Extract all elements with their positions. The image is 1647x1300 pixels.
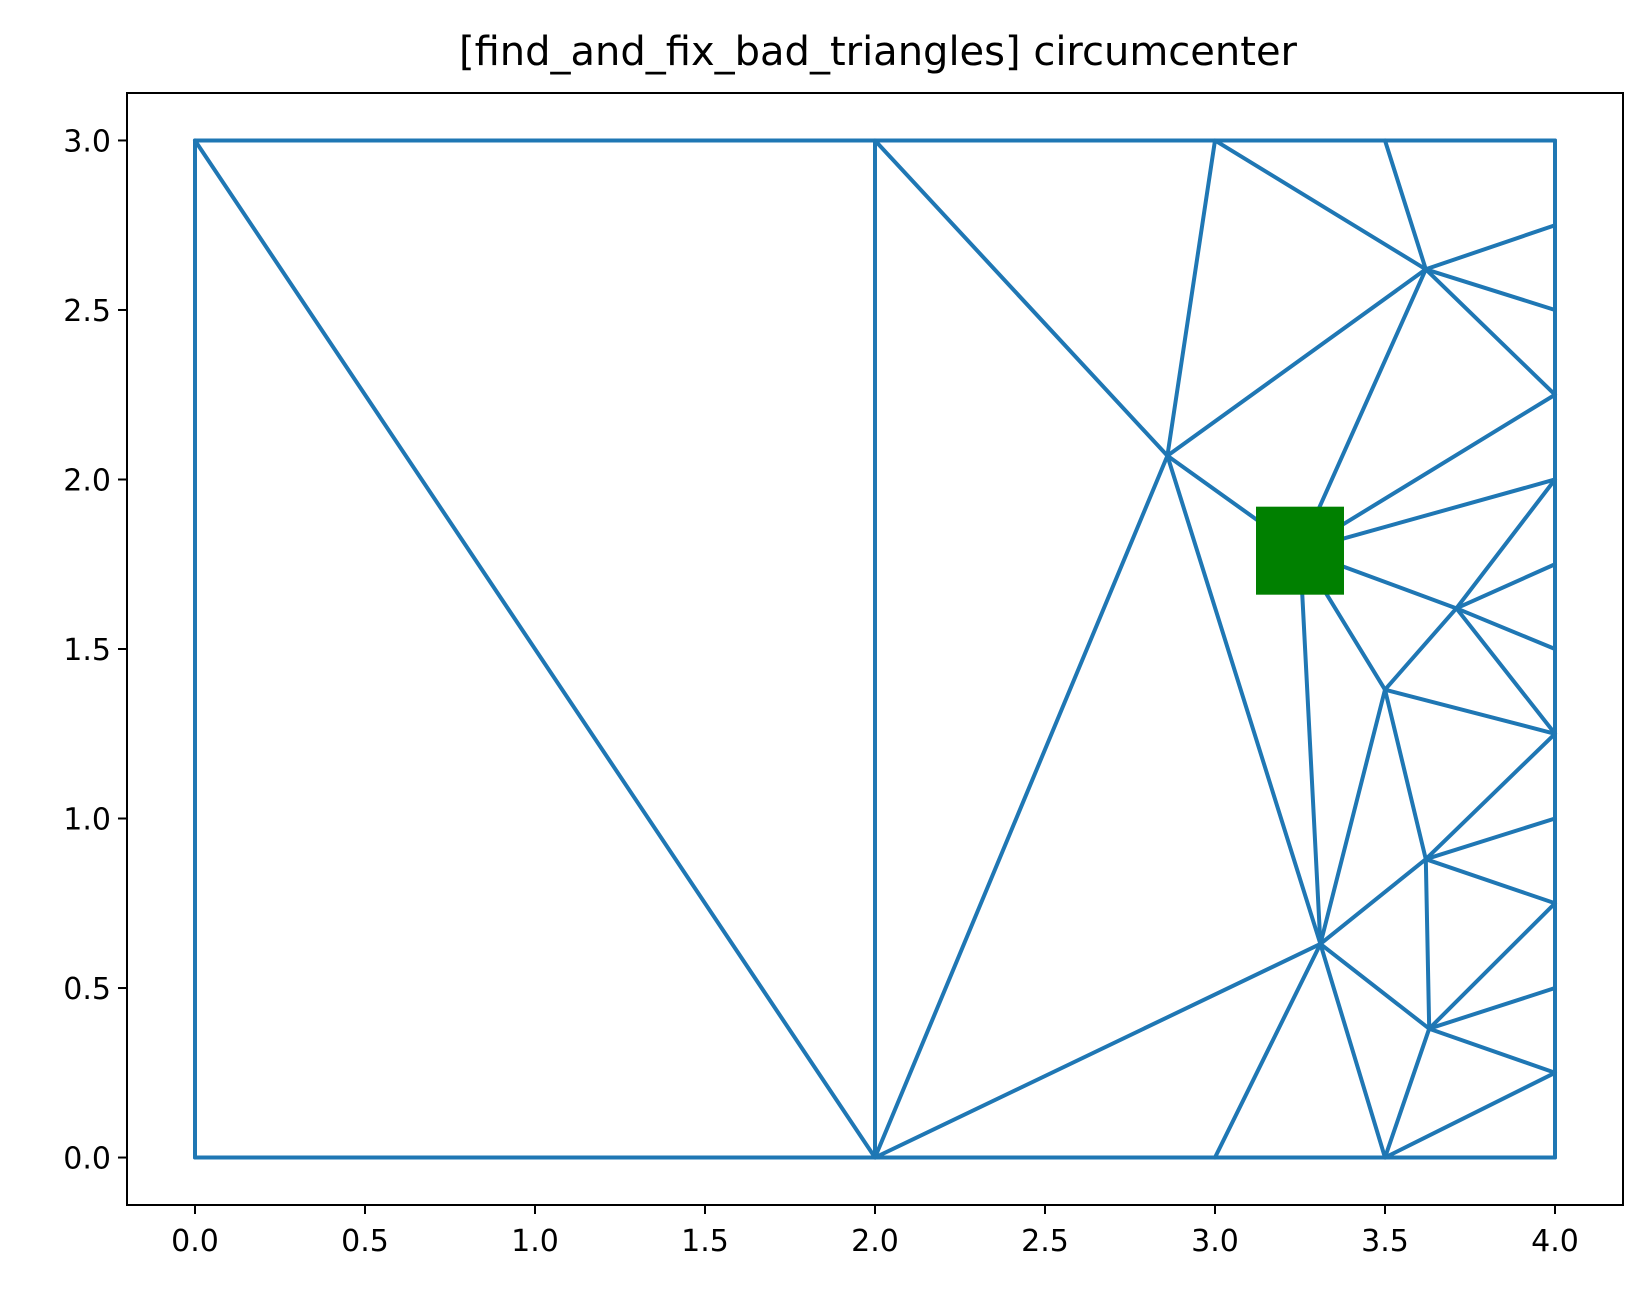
- mesh-edge-53: [873, 941, 1323, 1160]
- mesh-edge-41: [1454, 562, 1557, 611]
- mesh-edge-28: [1423, 223, 1557, 272]
- mesh-edge-60: [1383, 1026, 1432, 1160]
- y-tick-label-2: 1.0: [63, 803, 111, 838]
- x-axis: 0.0 0.5 1.0 1.5 2.0 2.5 3.0 3.5 4.0: [171, 1205, 1579, 1259]
- mesh-edge-38: [1298, 548, 1323, 946]
- mesh-edge-33: [1298, 267, 1428, 553]
- mesh-edge-61: [1383, 1070, 1557, 1160]
- mesh-layer: [193, 138, 1557, 1160]
- x-tick-label-5: 2.5: [1021, 1224, 1069, 1259]
- mesh-edge-46: [1318, 687, 1387, 946]
- mesh-edge-52: [1318, 857, 1428, 946]
- x-tick-label-4: 2.0: [851, 1224, 899, 1259]
- y-tick-label-4: 2.0: [63, 463, 111, 498]
- x-tick-label-6: 3.0: [1191, 1224, 1239, 1259]
- mesh-edge-55: [1318, 941, 1387, 1160]
- marker-layer: [1256, 506, 1344, 595]
- y-tick-label-6: 3.0: [63, 124, 111, 159]
- x-tick-label-7: 3.5: [1361, 1224, 1409, 1259]
- mesh-edge-54: [1213, 941, 1323, 1160]
- mesh-edge-26: [1213, 138, 1428, 272]
- mesh-edge-29: [1423, 267, 1557, 312]
- x-tick-label-0: 0.0: [171, 1224, 219, 1259]
- mesh-edge-27: [1383, 138, 1428, 272]
- mesh-edge-48: [1423, 731, 1557, 862]
- mesh-edge-58: [1427, 986, 1557, 1031]
- mesh-edge-57: [1427, 901, 1557, 1031]
- y-tick-label-0: 0.0: [63, 1142, 111, 1177]
- mesh-edge-30: [1423, 267, 1557, 397]
- y-tick-label-1: 0.5: [63, 972, 111, 1007]
- mesh-edge-56: [1318, 941, 1432, 1031]
- mesh-edge-47: [1383, 687, 1428, 862]
- mesh-edge-21: [193, 138, 877, 1160]
- mesh-edge-44: [1383, 606, 1459, 692]
- x-tick-label-8: 4.0: [1531, 1224, 1579, 1259]
- circumcenter-marker-0: [1256, 506, 1344, 595]
- x-tick-label-3: 1.5: [681, 1224, 729, 1259]
- mesh-edge-50: [1423, 857, 1557, 906]
- mesh-edge-23: [873, 138, 1170, 458]
- mesh-edge-43: [1454, 606, 1557, 736]
- chart-title: [find_and_fix_bad_triangles] circumcente…: [459, 29, 1298, 75]
- mesh-edge-40: [1454, 477, 1557, 611]
- mesh-edge-42: [1454, 606, 1557, 651]
- x-tick-label-2: 1.0: [511, 1224, 559, 1259]
- mesh-edge-24: [1165, 138, 1217, 458]
- x-tick-label-1: 0.5: [341, 1224, 389, 1259]
- y-axis: 0.0 0.5 1.0 1.5 2.0 2.5 3.0: [63, 124, 127, 1177]
- mesh-edge-49: [1423, 816, 1557, 862]
- y-tick-label-3: 1.5: [63, 633, 111, 668]
- mesh-edge-25: [873, 453, 1170, 1160]
- mesh-edge-31: [1165, 267, 1428, 458]
- y-tick-label-5: 2.5: [63, 294, 111, 329]
- mesh-edge-51: [1423, 857, 1432, 1031]
- mesh-edge-59: [1427, 1026, 1557, 1075]
- mesh-edge-39: [1165, 453, 1323, 946]
- mesh-edge-45: [1383, 687, 1557, 736]
